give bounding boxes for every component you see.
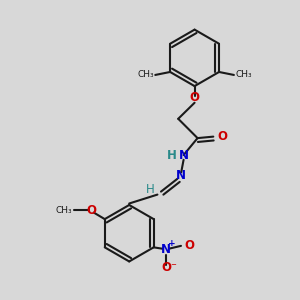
Text: ⁻: ⁻ xyxy=(171,262,176,272)
Text: O: O xyxy=(190,91,200,104)
Text: CH₃: CH₃ xyxy=(56,206,72,215)
Text: O: O xyxy=(184,239,194,252)
Text: O: O xyxy=(87,204,97,217)
Text: H: H xyxy=(146,183,154,196)
Text: H: H xyxy=(167,148,177,162)
Text: N: N xyxy=(161,243,171,256)
Text: CH₃: CH₃ xyxy=(137,70,154,79)
Text: N: N xyxy=(176,169,186,182)
Text: O: O xyxy=(161,261,171,274)
Text: +: + xyxy=(168,239,176,248)
Text: CH₃: CH₃ xyxy=(236,70,252,79)
Text: O: O xyxy=(218,130,227,143)
Text: N: N xyxy=(178,148,189,162)
